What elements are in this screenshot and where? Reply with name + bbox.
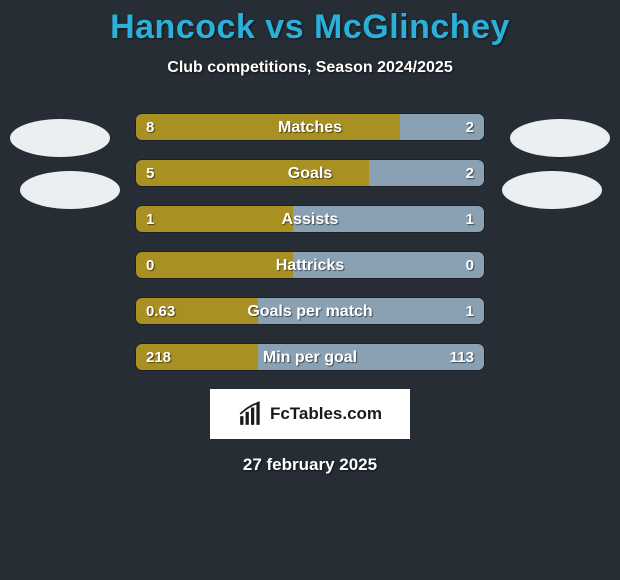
value-right: 0 bbox=[466, 252, 474, 279]
player-right-photo bbox=[510, 119, 610, 157]
subtitle: Club competitions, Season 2024/2025 bbox=[0, 59, 620, 77]
value-right: 1 bbox=[466, 206, 474, 233]
value-left: 0.63 bbox=[146, 298, 175, 325]
value-right: 1 bbox=[466, 298, 474, 325]
brand-text: FcTables.com bbox=[270, 404, 382, 424]
value-left: 0 bbox=[146, 252, 154, 279]
vs-text: vs bbox=[265, 8, 314, 46]
value-left: 5 bbox=[146, 160, 154, 187]
stat-row: 52Goals bbox=[135, 159, 485, 187]
value-right: 2 bbox=[466, 160, 474, 187]
team-right-photo bbox=[502, 171, 602, 209]
date-text: 27 february 2025 bbox=[0, 455, 620, 475]
chart-icon bbox=[238, 401, 264, 427]
value-left: 218 bbox=[146, 344, 171, 371]
bar-left bbox=[136, 114, 400, 140]
stat-rows: 82Matches52Goals11Assists00Hattricks0.63… bbox=[135, 113, 485, 371]
player-left-photo bbox=[10, 119, 110, 157]
bar-right bbox=[293, 206, 484, 232]
bar-left bbox=[136, 160, 369, 186]
brand-badge: FcTables.com bbox=[210, 389, 410, 439]
stat-row: 0.631Goals per match bbox=[135, 297, 485, 325]
value-right: 2 bbox=[466, 114, 474, 141]
stat-row: 11Assists bbox=[135, 205, 485, 233]
value-left: 1 bbox=[146, 206, 154, 233]
bar-right bbox=[258, 298, 484, 324]
team-left-photo bbox=[20, 171, 120, 209]
value-right: 113 bbox=[450, 344, 474, 371]
value-left: 8 bbox=[146, 114, 154, 141]
player-left-name: Hancock bbox=[110, 8, 255, 46]
bar-right bbox=[293, 252, 484, 278]
stat-row: 82Matches bbox=[135, 113, 485, 141]
player-right-name: McGlinchey bbox=[314, 8, 510, 46]
bar-left bbox=[136, 252, 293, 278]
bar-left bbox=[136, 206, 293, 232]
stat-row: 218113Min per goal bbox=[135, 343, 485, 371]
page-title: Hancock vs McGlinchey bbox=[0, 0, 620, 47]
stat-row: 00Hattricks bbox=[135, 251, 485, 279]
